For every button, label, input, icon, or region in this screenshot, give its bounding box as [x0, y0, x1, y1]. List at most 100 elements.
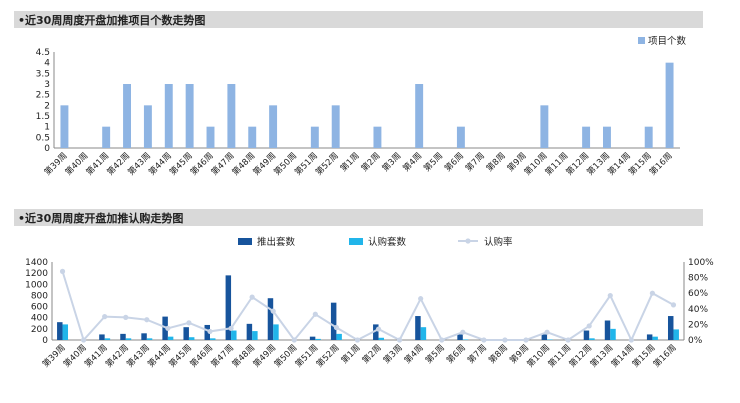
legend-label-subscribed: 认购套数	[368, 236, 407, 248]
bar-pushed	[267, 298, 274, 340]
rate-point	[144, 317, 150, 323]
bar	[665, 62, 674, 148]
rate-point	[544, 329, 550, 335]
legend-label-rate: 认购率	[484, 236, 513, 248]
x-tick-label: 第3周	[381, 342, 405, 366]
rate-point	[397, 337, 403, 343]
y-tick-label: 3	[44, 80, 50, 90]
x-tick-label: 第6周	[444, 342, 468, 366]
bar-pushed	[373, 324, 379, 340]
bar	[603, 126, 611, 148]
y-tick-label-right: 40%	[688, 305, 708, 315]
rate-point	[375, 326, 382, 332]
bar-subscribed	[167, 336, 174, 340]
rate-point	[102, 314, 108, 320]
y-tick-label-right: 0%	[688, 336, 703, 346]
bar	[60, 105, 69, 148]
rate-point	[228, 325, 234, 331]
bar-pushed	[141, 333, 147, 340]
bar-pushed	[330, 302, 337, 340]
bar-pushed	[225, 275, 232, 340]
x-tick-label: 第52周	[314, 342, 341, 369]
bar-subscribed	[231, 330, 237, 340]
y-tick-label: 0.5	[36, 133, 50, 143]
rate-point	[481, 337, 487, 343]
section-header-1: •近30周周度开盘加推项目个数走势图	[14, 11, 703, 28]
legend-swatch-pushed	[238, 238, 252, 245]
x-tick-label: 第2周	[360, 342, 384, 366]
bar-subscribed	[210, 338, 216, 340]
rate-point	[59, 268, 66, 274]
y-tick-label-left: 400	[31, 314, 48, 324]
rate-point	[354, 337, 361, 343]
bar-subscribed	[104, 338, 111, 340]
rate-point	[502, 337, 508, 343]
rate-point	[186, 320, 192, 326]
y-tick-label-left: 1200	[25, 269, 48, 279]
y-tick-label-left: 0	[42, 336, 48, 346]
bar-subscribed	[336, 333, 342, 340]
rate-point	[418, 296, 424, 302]
y-tick-label-right: 20%	[688, 320, 708, 330]
bar-subscribed	[652, 336, 658, 340]
bar	[102, 126, 111, 148]
rate-point	[249, 294, 255, 300]
section-title-1: •近30周周度开盘加推项目个数走势图	[18, 14, 206, 27]
rate-point	[523, 337, 529, 343]
legend-swatch	[638, 37, 645, 44]
rate-point	[439, 337, 445, 343]
rate-point	[649, 290, 656, 296]
bar	[185, 84, 194, 148]
rate-point	[586, 323, 592, 329]
bar-pushed	[162, 316, 168, 340]
bar	[644, 126, 653, 148]
y-tick-label-right: 60%	[688, 289, 708, 299]
bar-subscribed	[462, 339, 469, 340]
y-tick-label: 3.5	[36, 69, 50, 79]
y-tick-label-left: 1400	[25, 258, 48, 268]
legend-label-pushed: 推出套数	[257, 236, 296, 248]
bar-pushed	[309, 336, 316, 340]
bar	[227, 84, 236, 148]
rate-line	[61, 271, 674, 343]
x-tick-label: 第5周	[423, 342, 447, 366]
bar-subscribed	[273, 324, 279, 340]
bar-subscribed	[547, 339, 553, 340]
rate-point	[165, 325, 171, 331]
rate-point	[333, 324, 339, 331]
rate-point	[291, 337, 297, 343]
y-tick-label-left: 800	[31, 291, 48, 301]
bar	[123, 84, 131, 148]
bar	[143, 105, 152, 148]
bar-subscribed	[420, 327, 427, 340]
bar-pushed	[646, 334, 653, 340]
y-tick-label: 2	[44, 101, 50, 111]
bar	[164, 84, 173, 148]
bar-pushed	[120, 333, 126, 340]
bar	[248, 126, 257, 148]
x-tick-label: 第1周	[339, 342, 363, 366]
bar-subscribed	[315, 338, 321, 340]
y-tick-label-left: 200	[31, 325, 48, 335]
rate-point	[312, 311, 318, 317]
rate-point	[565, 337, 571, 343]
bar-subscribed	[610, 328, 616, 340]
rate-point	[270, 308, 276, 314]
legend-swatch-subscribed	[349, 238, 363, 245]
rate-point	[628, 337, 634, 343]
bar-pushed	[204, 324, 210, 340]
rate-point	[207, 328, 213, 335]
rate-point	[123, 314, 129, 320]
rate-point	[670, 302, 677, 308]
bar-pushed	[415, 316, 421, 340]
x-tick-label: 第16周	[651, 342, 678, 369]
y-tick-label: 4	[44, 59, 50, 69]
bar	[540, 105, 549, 148]
bar-subscribed	[62, 324, 69, 340]
rate-point	[607, 292, 613, 299]
bar-pushed	[99, 334, 105, 340]
bar-pushed	[457, 334, 463, 340]
y-tick-label-right: 100%	[688, 258, 714, 268]
